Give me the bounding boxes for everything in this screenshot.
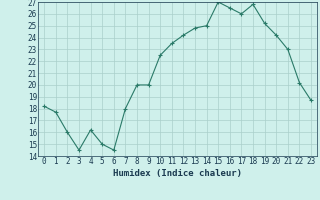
X-axis label: Humidex (Indice chaleur): Humidex (Indice chaleur) xyxy=(113,169,242,178)
